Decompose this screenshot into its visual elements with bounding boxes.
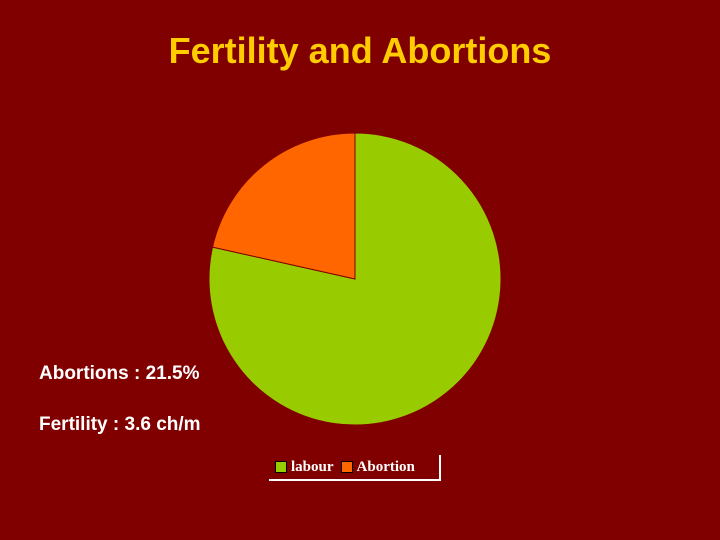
- legend-swatch-labour: [275, 461, 287, 473]
- fertility-note: Fertility : 3.6 ch/m: [39, 414, 201, 435]
- chart-legend: labour Abortion: [269, 455, 441, 481]
- legend-label-labour: labour: [291, 458, 334, 475]
- abortions-note: Abortions : 21.5%: [39, 363, 200, 384]
- legend-item-abortion: Abortion: [340, 458, 415, 476]
- pie-slice-abortion: [211, 132, 356, 280]
- slide-title: Fertility and Abortions: [168, 30, 552, 71]
- legend-swatch-abortion: [340, 461, 353, 473]
- legend-label-abortion: Abortion: [356, 458, 415, 475]
- legend-item-labour: labour: [275, 459, 334, 476]
